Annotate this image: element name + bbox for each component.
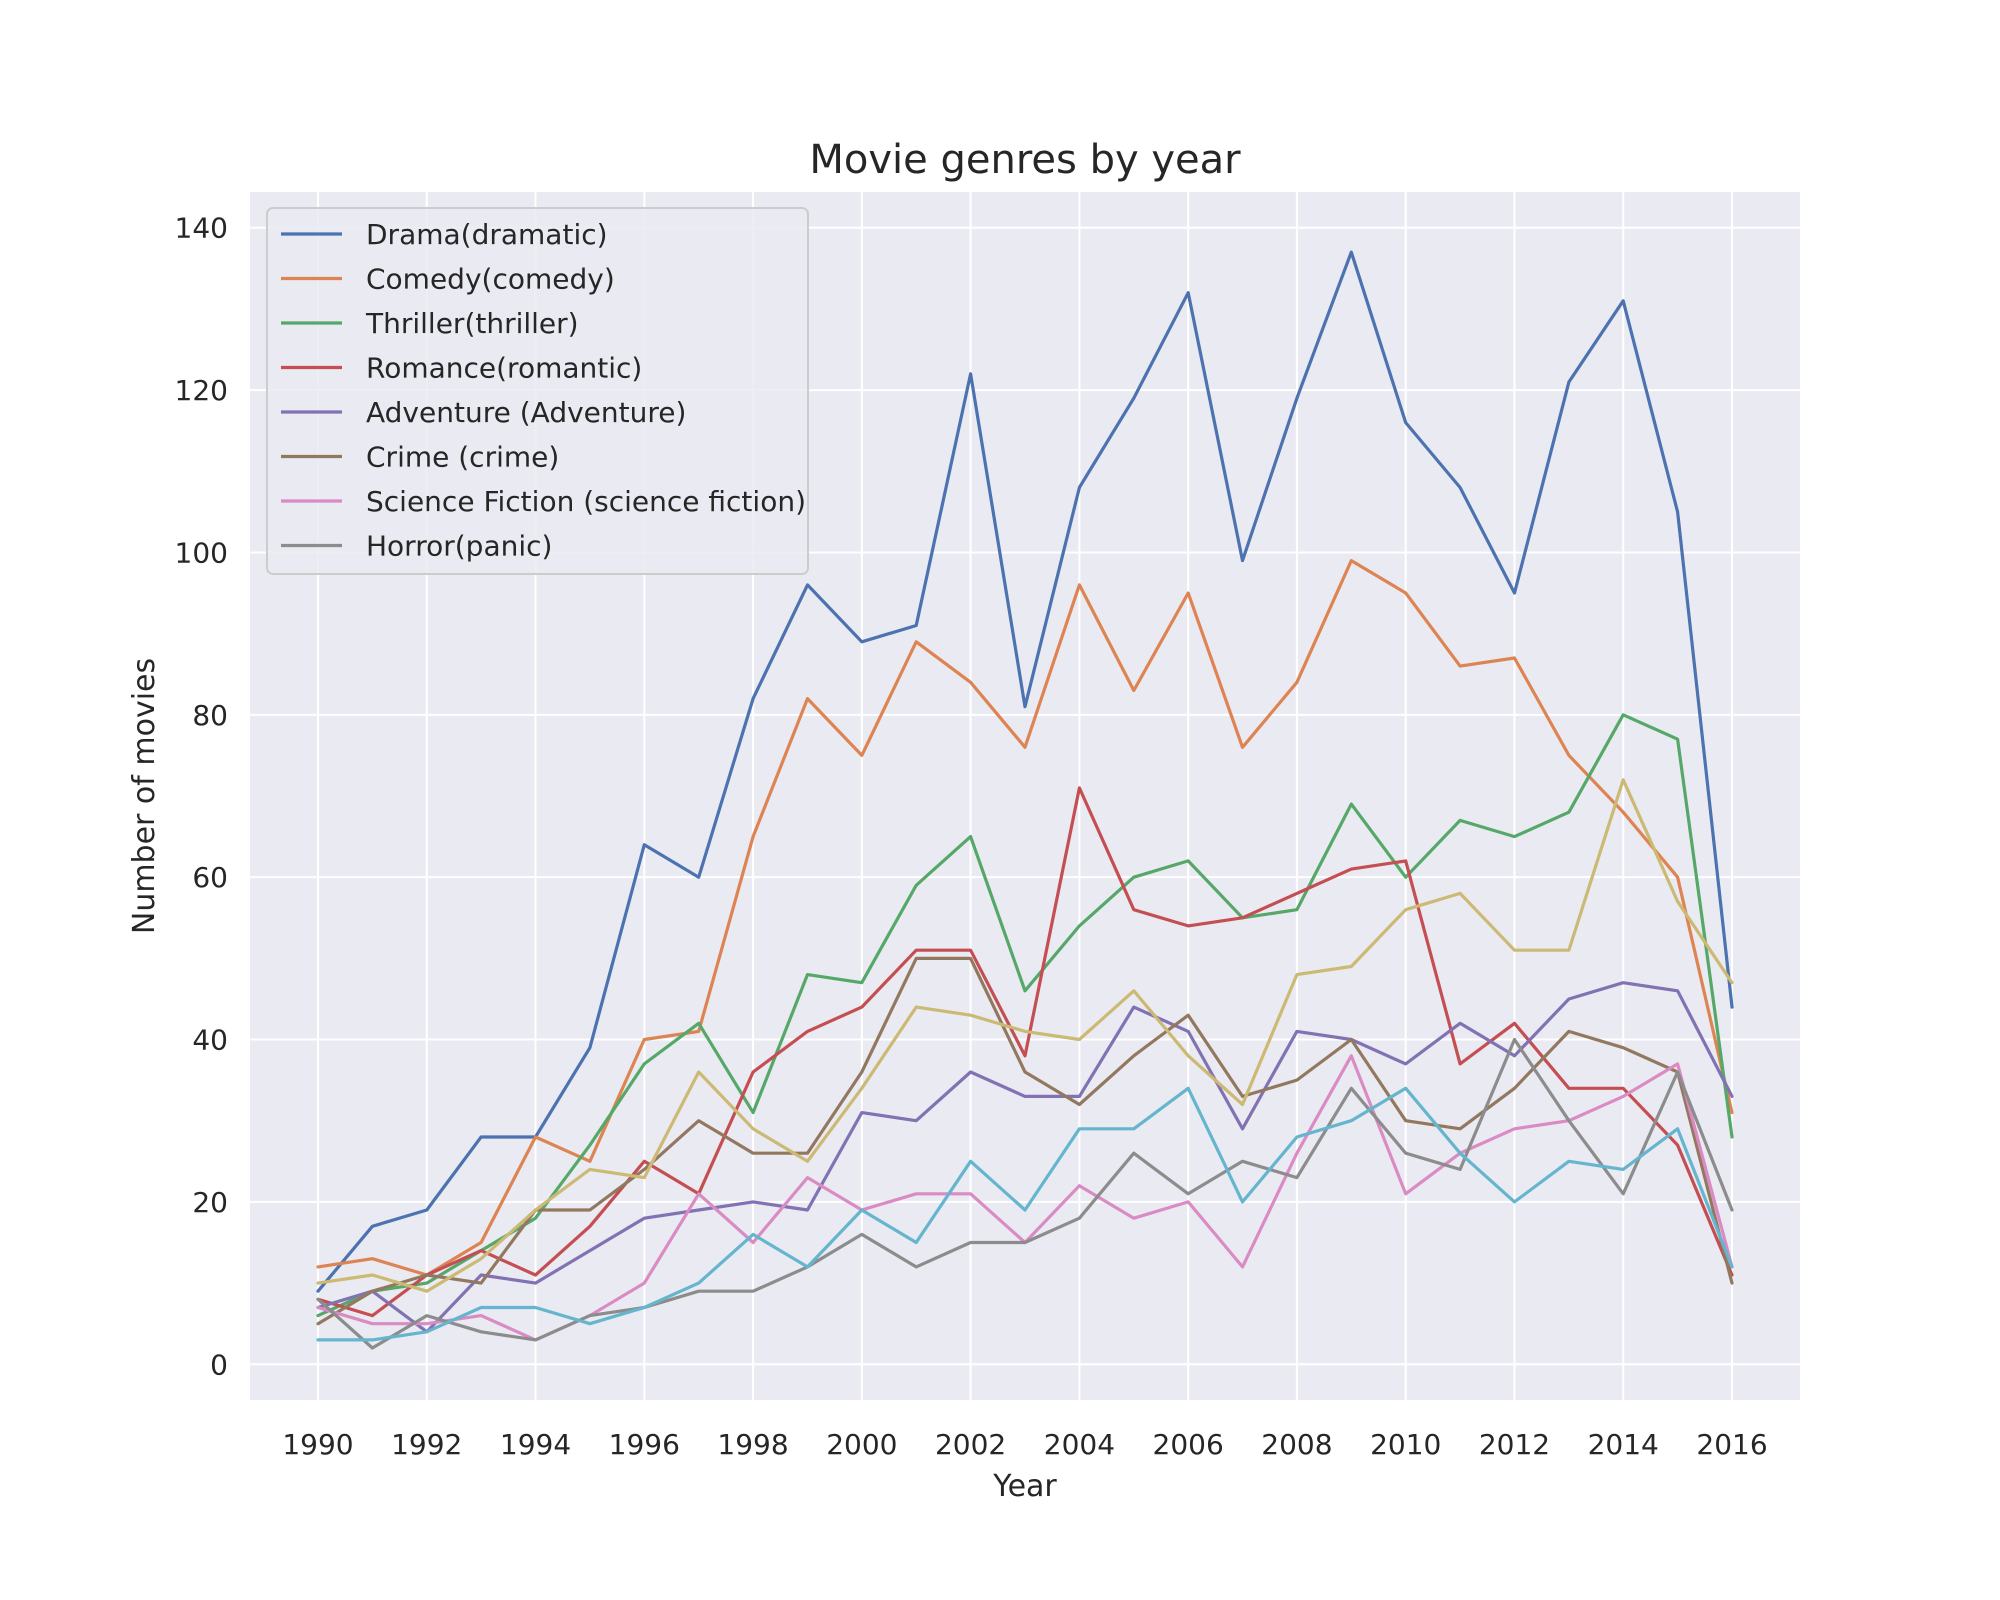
axis-ticks: 1990 1992 1994 1996 1998 2000 2002 2004 2006 2008… — [175, 212, 1768, 1461]
series-line-2 — [316, 558, 1734, 1277]
series-line-3 — [316, 713, 1734, 1318]
x-tick-label: 1992 — [391, 1428, 462, 1461]
x-tick-label: 2016 — [1696, 1428, 1767, 1461]
x-tick-label: 2006 — [1153, 1428, 1224, 1461]
y-tick-label: 140 — [175, 212, 228, 245]
y-axis-title: Number of movies — [127, 658, 162, 934]
series-line-6 — [316, 956, 1734, 1326]
y-tick-label: 80 — [192, 699, 228, 732]
series-line-10 — [316, 1086, 1734, 1342]
legend-label: Romance(romantic) — [366, 352, 642, 385]
x-tick-label: 1998 — [717, 1428, 788, 1461]
series-line-9 — [316, 778, 1734, 1293]
legend-box — [266, 207, 809, 575]
legend: Drama(dramatic) Comedy(comedy) Thriller(th… — [266, 207, 809, 575]
series-lines — [316, 250, 1734, 1350]
x-tick-label: 2010 — [1370, 1428, 1441, 1461]
y-tick-label: 40 — [192, 1024, 228, 1057]
x-axis-title: Year — [992, 1469, 1057, 1504]
legend-label: Crime (crime) — [366, 441, 559, 474]
x-tick-label: 2004 — [1044, 1428, 1115, 1461]
y-tick-label: 20 — [192, 1186, 228, 1219]
x-tick-label: 1994 — [500, 1428, 571, 1461]
legend-label: Comedy(comedy) — [366, 263, 615, 296]
x-tick-label: 2000 — [826, 1428, 897, 1461]
y-tick-label: 100 — [175, 536, 228, 569]
x-tick-label: 2008 — [1261, 1428, 1332, 1461]
series-line-8 — [316, 1037, 1734, 1350]
series-line-1 — [316, 250, 1734, 1293]
x-tick-label: 1996 — [609, 1428, 680, 1461]
legend-label: Science Fiction (science fiction) — [366, 485, 806, 518]
legend-label: Horror(panic) — [366, 530, 552, 563]
legend-label: Drama(dramatic) — [366, 218, 608, 251]
x-tick-label: 2002 — [935, 1428, 1006, 1461]
y-tick-label: 0 — [210, 1348, 228, 1381]
x-tick-label: 2014 — [1588, 1428, 1659, 1461]
series-line-4 — [316, 786, 1734, 1318]
x-tick-label: 1990 — [282, 1428, 353, 1461]
legend-label: Thriller(thriller) — [365, 307, 579, 340]
series-line-5 — [316, 981, 1734, 1334]
x-tick-label: 2012 — [1479, 1428, 1550, 1461]
y-tick-label: 120 — [175, 374, 228, 407]
chart-title: Movie genres by year — [809, 137, 1241, 183]
y-tick-label: 60 — [192, 861, 228, 894]
legend-label: Adventure (Adventure) — [366, 396, 686, 429]
